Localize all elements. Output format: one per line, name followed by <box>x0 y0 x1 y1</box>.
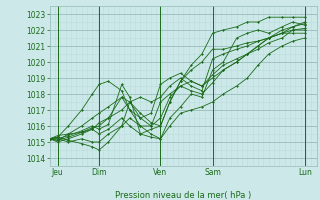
Text: Sam: Sam <box>204 168 221 177</box>
Text: Ven: Ven <box>153 168 168 177</box>
Text: Jeu: Jeu <box>52 168 63 177</box>
Text: Dim: Dim <box>91 168 107 177</box>
Text: Pression niveau de la mer( hPa ): Pression niveau de la mer( hPa ) <box>115 191 251 200</box>
Text: Lun: Lun <box>298 168 312 177</box>
